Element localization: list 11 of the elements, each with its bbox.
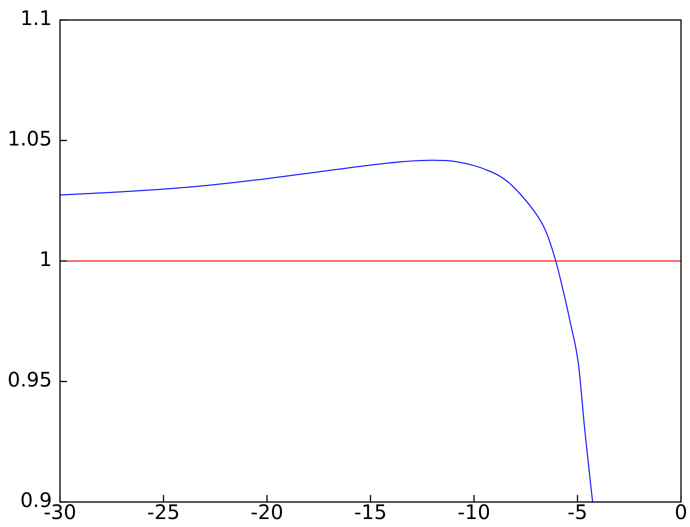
x-tick-label: -25 bbox=[147, 500, 180, 524]
x-tick-label: 0 bbox=[674, 500, 688, 524]
x-tick-label: -15 bbox=[354, 500, 387, 524]
y-tick-label: 0.95 bbox=[7, 368, 52, 392]
line-series bbox=[60, 160, 594, 502]
x-tick-label: -5 bbox=[568, 500, 588, 524]
y-tick-label: 1 bbox=[39, 247, 52, 272]
x-tick-label: -10 bbox=[458, 500, 490, 524]
y-tick-label: 1.1 bbox=[20, 6, 52, 30]
x-tick-label: -20 bbox=[250, 500, 284, 524]
y-tick-label: 1.05 bbox=[7, 126, 52, 151]
